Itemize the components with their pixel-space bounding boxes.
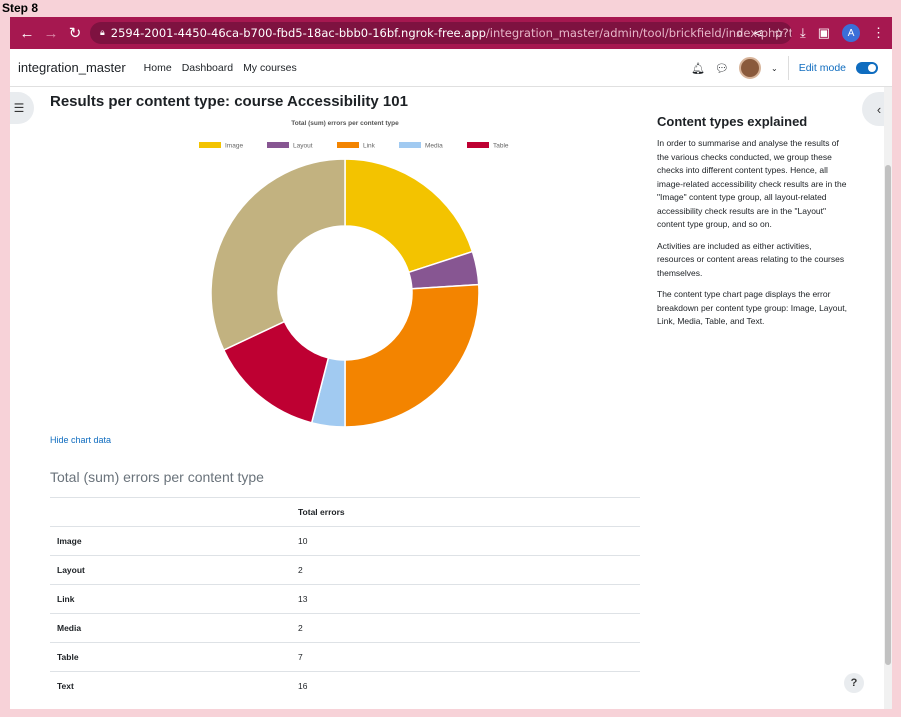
profile-avatar[interactable]: A (842, 24, 861, 42)
help-button[interactable]: ? (844, 673, 864, 693)
side-panel-paragraph: The content type chart page displays the… (657, 289, 847, 326)
legend-label[interactable]: Layout (293, 143, 313, 150)
navbar-separator (787, 56, 789, 80)
site-navbar: integration_master Home Dashboard My cou… (10, 49, 892, 87)
user-avatar[interactable] (739, 57, 762, 79)
side-panel-paragraph: Activities are included as either activi… (657, 240, 845, 278)
legend-label[interactable]: Table (493, 143, 509, 150)
site-brand[interactable]: integration_master (18, 60, 126, 75)
row-label: Media (50, 613, 291, 643)
legend-label[interactable]: Link (363, 143, 376, 150)
table-header-total-errors: Total errors (291, 497, 640, 527)
row-label: Table (50, 642, 291, 672)
side-panel-paragraph: In order to summarise and analyse the re… (657, 138, 847, 229)
download-icon[interactable]: ⤓ (800, 25, 806, 40)
row-value: 16 (291, 671, 640, 701)
row-label: Image (50, 526, 291, 556)
legend-label[interactable]: Media (425, 143, 443, 150)
table-header-empty (50, 497, 291, 527)
chart-slice-text[interactable] (210, 158, 346, 352)
table-heading: Total (sum) errors per content type (50, 469, 264, 485)
messages-icon[interactable]: 💬︎ (715, 62, 730, 75)
table-row: Table 7 (50, 642, 640, 672)
page-scrollbar[interactable] (884, 87, 892, 709)
step-label: Step 8 (2, 1, 39, 15)
legend-label[interactable]: Image (225, 143, 243, 150)
table-row: Layout 2 (50, 555, 640, 585)
row-label: Layout (50, 555, 291, 585)
nav-link-dashboard[interactable]: Dashboard (181, 61, 234, 74)
nav-link-home[interactable]: Home (143, 61, 172, 74)
side-panel-title: Content types explained (657, 114, 808, 129)
reload-icon[interactable]: ↻ (68, 25, 82, 42)
table-row: Image 10 (50, 526, 640, 556)
share-icon[interactable]: ⋖ (753, 26, 764, 40)
page-title: Results per content type: course Accessi… (50, 93, 408, 110)
row-value: 2 (291, 555, 640, 585)
row-value: 2 (291, 613, 640, 643)
user-menu-chevron-icon[interactable]: ⌄ (771, 63, 778, 73)
back-icon[interactable]: ← (19, 24, 35, 42)
url-host: 2594-2001-4450-46ca-b700-fbd5-18ac-bbb0-… (110, 26, 486, 40)
legend-swatch[interactable] (199, 142, 221, 148)
row-label: Link (50, 584, 291, 614)
content-types-panel: Content types explained In order to summ… (657, 114, 847, 337)
side-panel-icon[interactable]: ▣ (817, 25, 831, 40)
browser-toolbar: ← → ↻ 🔒︎ 2594-2001-4450-46ca-b700-fbd5-1… (10, 17, 892, 49)
edit-mode-toggle[interactable] (856, 62, 878, 74)
lock-icon: 🔒︎ (100, 28, 105, 38)
course-index-toggle[interactable]: ☰ (10, 92, 34, 124)
doughnut-chart-svg: Total (sum) errors per content type Image… (199, 120, 571, 428)
errors-table: Total errors Image 10 Layout 2 Link 13 Medi… (50, 497, 640, 701)
table-row: Link 13 (50, 584, 640, 614)
legend-swatch[interactable] (467, 142, 489, 148)
legend-swatch[interactable] (337, 142, 359, 148)
zoom-icon[interactable]: ⌕ (736, 25, 744, 40)
hide-chart-data-link[interactable]: Hide chart data (50, 435, 112, 445)
bookmark-star-icon[interactable]: ☆ (773, 26, 784, 40)
notifications-bell-icon[interactable]: 🔔︎ (691, 62, 706, 75)
table-row: Text 16 (50, 671, 640, 701)
content-type-chart: Total (sum) errors per content type Image… (160, 117, 571, 437)
nav-link-my-courses[interactable]: My courses (243, 61, 297, 74)
row-value: 7 (291, 642, 640, 672)
legend-swatch[interactable] (267, 142, 289, 148)
forward-icon[interactable]: → (43, 24, 59, 42)
address-bar[interactable]: 🔒︎ 2594-2001-4450-46ca-b700-fbd5-18ac-bb… (90, 22, 792, 44)
chart-slice-link[interactable] (344, 283, 480, 428)
url-path: /integration_master/admin/tool/brickfiel… (485, 26, 792, 40)
list-icon: ☰ (13, 101, 25, 115)
chart-title: Total (sum) errors per content type (291, 120, 399, 127)
legend-swatch[interactable] (399, 142, 421, 148)
chevron-left-icon: ‹ (876, 101, 882, 117)
edit-mode-label: Edit mode (798, 62, 846, 74)
table-header-row: Total errors (50, 497, 640, 527)
scrollbar-thumb[interactable] (885, 165, 891, 665)
row-value: 10 (291, 526, 640, 556)
row-label: Text (50, 671, 291, 701)
browser-window: ← → ↻ 🔒︎ 2594-2001-4450-46ca-b700-fbd5-1… (10, 17, 892, 709)
table-row: Media 2 (50, 613, 640, 643)
chart-slice-image[interactable] (344, 158, 474, 274)
browser-menu-icon[interactable]: ⋮ (872, 25, 886, 40)
row-value: 13 (291, 584, 640, 614)
